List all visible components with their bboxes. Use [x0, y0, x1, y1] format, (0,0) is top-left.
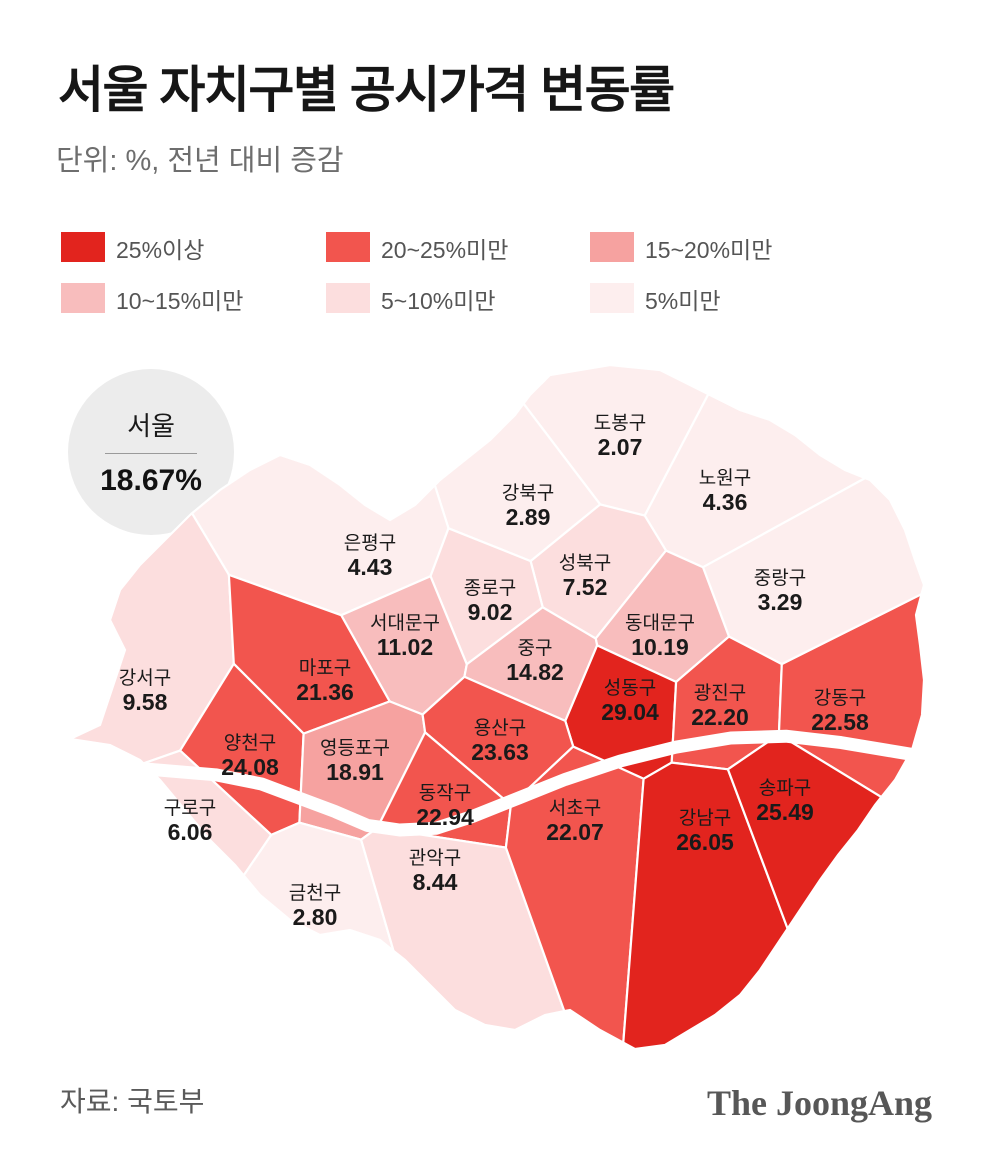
svg-text:동작구: 동작구 [419, 782, 471, 804]
svg-text:성북구: 성북구 [559, 552, 611, 574]
svg-text:4.36: 4.36 [703, 489, 748, 515]
svg-text:23.63: 23.63 [471, 739, 529, 765]
svg-text:마포구: 마포구 [299, 657, 351, 679]
svg-text:영등포구: 영등포구 [320, 737, 390, 759]
svg-text:용산구: 용산구 [474, 717, 526, 739]
svg-text:강서구: 강서구 [119, 667, 171, 689]
svg-text:서대문구: 서대문구 [370, 612, 440, 634]
svg-text:29.04: 29.04 [601, 699, 659, 725]
svg-text:동대문구: 동대문구 [625, 612, 695, 634]
svg-text:6.06: 6.06 [168, 819, 213, 845]
svg-text:성동구: 성동구 [604, 677, 656, 699]
svg-text:11.02: 11.02 [377, 634, 433, 660]
svg-text:중구: 중구 [518, 638, 553, 659]
svg-text:4.43: 4.43 [348, 554, 393, 580]
svg-text:강북구: 강북구 [502, 482, 554, 504]
svg-text:광진구: 광진구 [694, 682, 746, 704]
svg-text:9.58: 9.58 [123, 689, 168, 715]
svg-text:은평구: 은평구 [344, 532, 396, 554]
svg-text:3.29: 3.29 [758, 589, 803, 615]
svg-text:22.94: 22.94 [416, 804, 474, 830]
svg-text:9.02: 9.02 [468, 599, 513, 625]
svg-text:노원구: 노원구 [699, 467, 751, 489]
svg-text:14.82: 14.82 [506, 659, 564, 685]
svg-text:서초구: 서초구 [549, 797, 601, 819]
svg-text:22.58: 22.58 [811, 709, 869, 735]
svg-text:22.20: 22.20 [691, 704, 749, 730]
svg-text:2.07: 2.07 [598, 434, 643, 460]
svg-text:구로구: 구로구 [164, 798, 216, 819]
svg-text:8.44: 8.44 [413, 869, 458, 895]
svg-text:종로구: 종로구 [464, 578, 516, 599]
svg-text:양천구: 양천구 [224, 732, 276, 754]
svg-text:26.05: 26.05 [676, 829, 734, 855]
svg-text:24.08: 24.08 [221, 754, 279, 780]
svg-text:2.89: 2.89 [506, 504, 551, 530]
svg-text:2.80: 2.80 [293, 904, 338, 930]
svg-text:강동구: 강동구 [814, 687, 866, 709]
svg-text:금천구: 금천구 [289, 882, 341, 904]
svg-text:중랑구: 중랑구 [754, 567, 806, 589]
svg-text:21.36: 21.36 [296, 679, 354, 705]
svg-text:송파구: 송파구 [759, 777, 811, 799]
svg-text:도봉구: 도봉구 [594, 413, 646, 434]
svg-text:18.91: 18.91 [326, 759, 384, 785]
svg-text:22.07: 22.07 [546, 819, 604, 845]
svg-text:관악구: 관악구 [409, 847, 461, 869]
svg-text:7.52: 7.52 [563, 574, 608, 600]
svg-text:강남구: 강남구 [679, 807, 731, 829]
svg-text:10.19: 10.19 [631, 634, 689, 660]
svg-text:25.49: 25.49 [756, 799, 814, 825]
